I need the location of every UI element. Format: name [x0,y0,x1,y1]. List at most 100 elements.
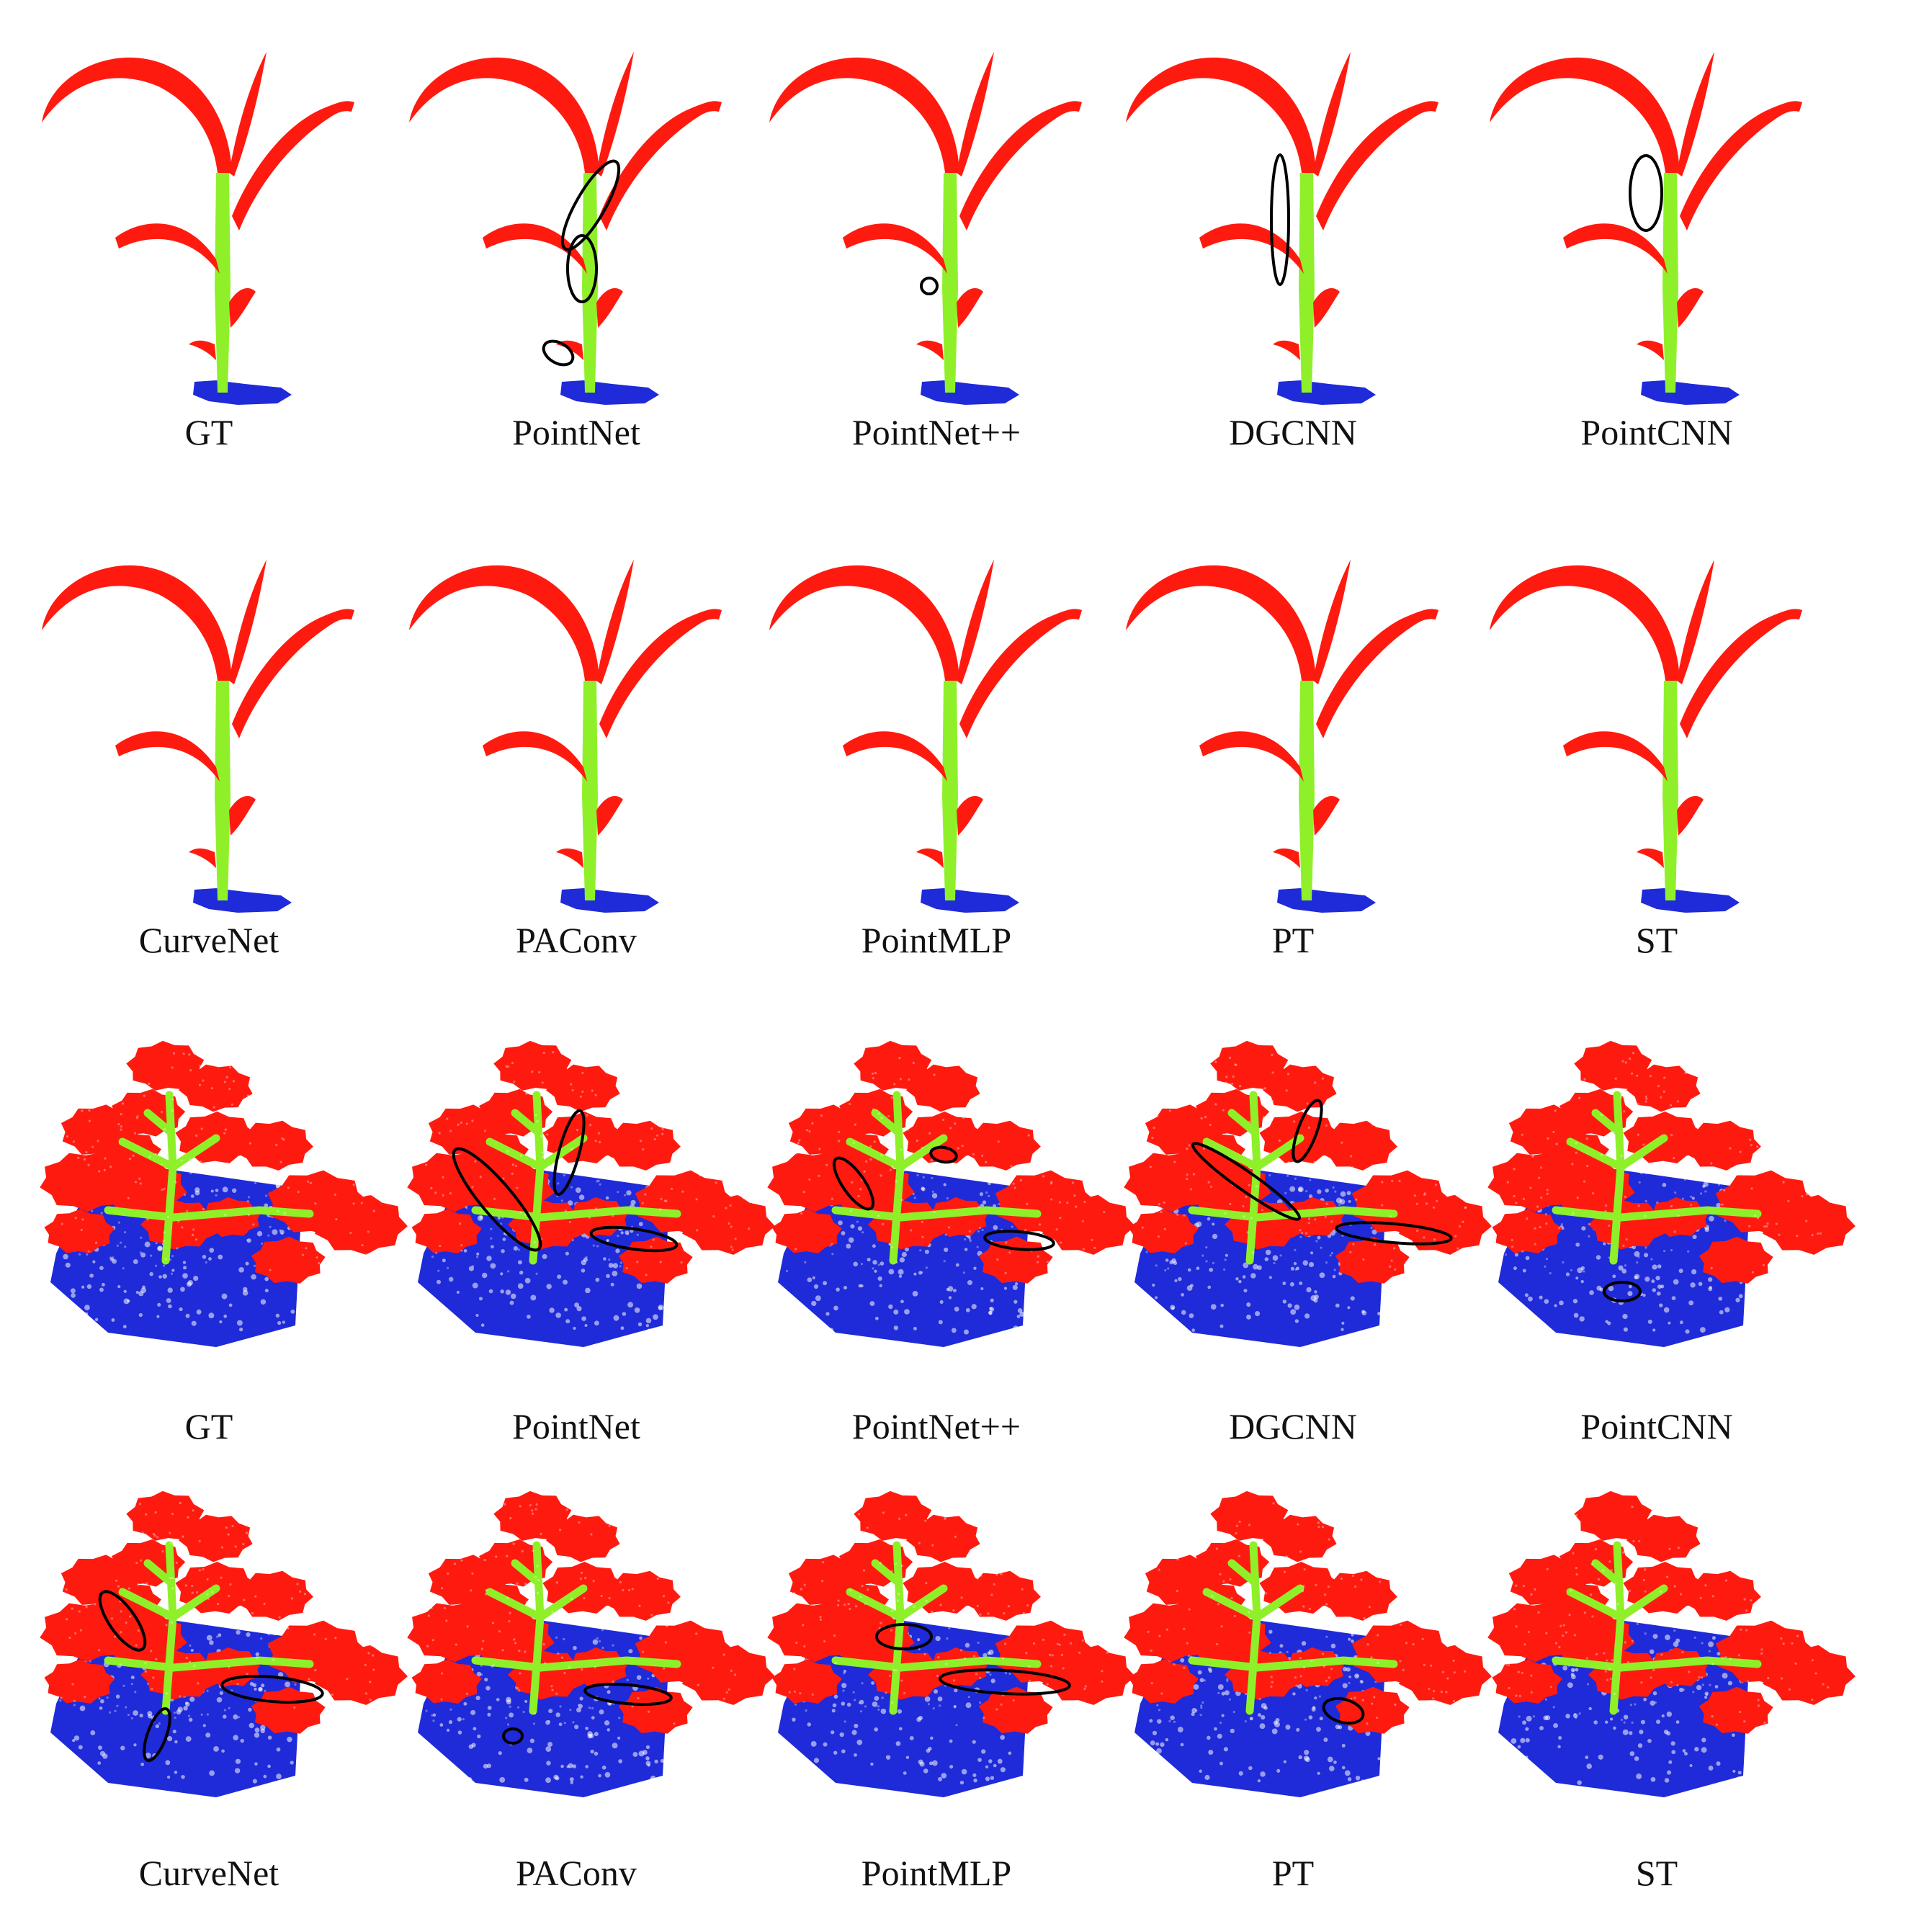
leaf-speckle [1572,1212,1575,1215]
soil-speckle [1673,1641,1679,1647]
leaf-speckle [176,1247,179,1250]
soil-speckle [232,1188,237,1193]
soil-speckle [480,1323,485,1327]
leaf-speckle [143,1094,146,1097]
soil-speckle [166,1775,171,1779]
leaf-speckle [581,1071,584,1075]
leaf-speckle [1318,1695,1321,1698]
soil-speckle [1204,1774,1210,1781]
leaf-speckle [532,1549,534,1552]
leaf-speckle [162,1140,165,1143]
leaf-speckle [630,1100,633,1103]
soil-speckle [555,1312,561,1318]
soil-speckle [833,1750,838,1755]
leaf [179,1064,253,1112]
leaf-speckle [1402,1668,1405,1671]
leaf-speckle [1324,1215,1327,1218]
leaf-speckle [702,1567,704,1570]
leaf-speckle [1037,1172,1039,1175]
leaf-speckle [335,1217,338,1221]
leaf-speckle [518,1649,521,1653]
leaf-speckle [1026,1604,1029,1607]
leaf-speckle [859,1596,862,1598]
leaf-speckle [316,1588,319,1591]
leaf-speckle [1141,1226,1144,1229]
leaf-speckle [1687,1250,1690,1253]
soil-speckle [1643,1697,1647,1701]
leaf-speckle [1624,1195,1627,1199]
soil-speckle [1171,1306,1175,1310]
leaf-speckle [1588,1235,1590,1238]
leaf-speckle [202,1207,205,1210]
leaf-speckle [857,1513,861,1516]
leaf-speckle [954,1704,957,1708]
leaf-speckle [1614,1583,1616,1586]
soil-speckle [216,1696,223,1703]
leaf-speckle [1228,1056,1232,1060]
leaf-speckle [193,1664,196,1667]
panel-label-r3-c3: PointNet++ [851,1406,1021,1446]
soil-speckle [1664,1778,1670,1783]
leaf-speckle [1400,1606,1402,1609]
soil-speckle [583,1257,588,1262]
leaf-speckle [540,1532,542,1536]
leaf-speckle [956,1165,959,1168]
leaf-speckle [1701,1683,1704,1686]
soil-speckle [953,1705,957,1709]
leaf-speckle [1698,1676,1701,1678]
leaf-speckle [1365,1566,1368,1569]
leaf-speckle [354,1607,357,1610]
leaf-speckle [1822,1184,1825,1186]
soil-speckle [185,1736,192,1742]
leaf-speckle [800,1588,802,1591]
leaf-speckle [1186,1173,1189,1176]
leaf-speckle [560,1199,563,1202]
leaf-speckle [1752,1065,1755,1068]
leaf-speckle [194,1160,197,1163]
soil-speckle [872,1260,877,1265]
soil-speckle [1217,1684,1224,1690]
leaf-speckle [202,1561,205,1565]
leaf-speckle [715,1181,717,1184]
stem [511,1109,541,1135]
soil-speckle [506,1699,511,1705]
soil-speckle [893,1325,899,1331]
leaf-speckle [1521,1671,1523,1674]
leaf [1320,1120,1397,1171]
leaf-speckle [283,1212,286,1215]
leaf-speckle [1261,1209,1264,1212]
leaf-speckle [1077,1526,1080,1529]
stem [104,1656,177,1672]
leaf-speckle [171,1109,174,1112]
leaf-speckle [1590,1593,1593,1596]
leaf-speckle [1546,1521,1549,1524]
leaf-speckle [1521,1250,1524,1253]
leaf-speckle [738,1625,740,1628]
soil-speckle [843,1286,848,1290]
leaf-speckle [1350,1697,1353,1700]
leaf-speckle [1677,1547,1680,1549]
leaf-speckle [1385,1124,1388,1127]
leaf-speckle [1070,1539,1073,1542]
leaf-speckle [1693,1636,1696,1639]
leaf-speckle [872,1267,874,1270]
leaf-speckle [1637,1204,1640,1207]
leaf-speckle [1325,1261,1328,1264]
soil-speckle [71,1293,76,1298]
leaf-speckle [506,1150,509,1153]
leaf [1574,1490,1652,1541]
leaf-speckle [163,1231,166,1234]
soil-speckle [1514,1253,1519,1257]
soil-speckle [851,1730,857,1735]
leaf-speckle [503,1232,506,1235]
leaf-speckle [594,1094,597,1096]
error-ellipse [929,1145,958,1164]
leaf-speckle [372,1668,375,1671]
soil-speckle [934,1689,939,1694]
leaf-speckle [453,1562,457,1565]
leaf-speckle [120,1631,122,1634]
soil-speckle [1341,1766,1346,1770]
leaf-speckle [1224,1258,1227,1261]
leaf-speckle [1433,1063,1436,1065]
soil-speckle [988,1649,994,1655]
